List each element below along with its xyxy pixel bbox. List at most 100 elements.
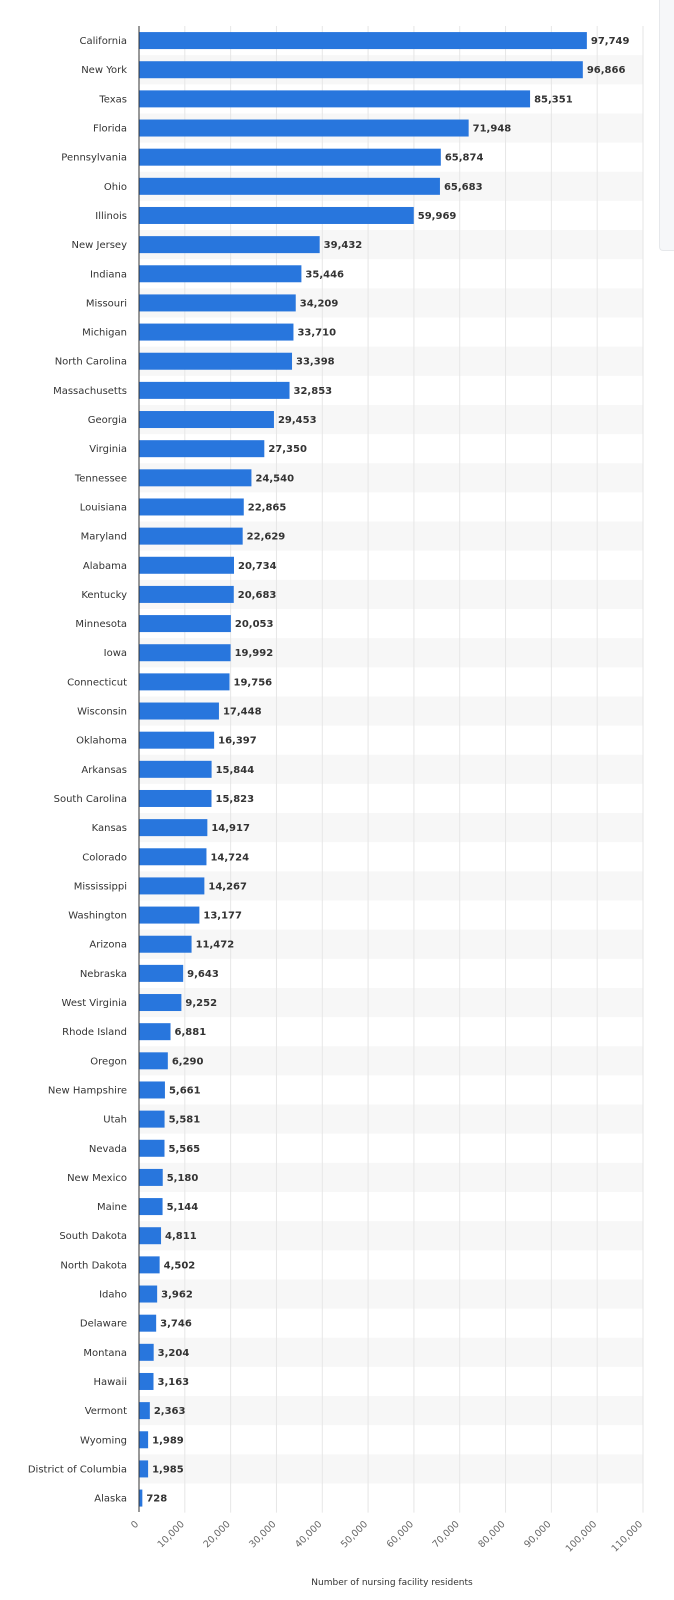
x-tick-label: 60,000 xyxy=(385,1519,416,1550)
bar[interactable] xyxy=(139,819,208,837)
bar[interactable] xyxy=(139,1431,149,1449)
row-stripe xyxy=(139,754,643,784)
bar[interactable] xyxy=(139,323,294,341)
bar[interactable] xyxy=(139,994,182,1012)
data-label: 14,267 xyxy=(208,881,247,892)
x-axis-title: Number of nursing facility residents xyxy=(311,1578,473,1588)
data-label: 3,962 xyxy=(161,1290,193,1301)
category-label: Montana xyxy=(83,1348,127,1359)
bar[interactable] xyxy=(139,352,293,370)
bar[interactable] xyxy=(139,1402,150,1420)
bar[interactable] xyxy=(139,469,252,487)
bar[interactable] xyxy=(139,90,531,108)
bar[interactable] xyxy=(139,294,296,312)
category-label: Nevada xyxy=(89,1144,127,1155)
bar[interactable] xyxy=(139,61,583,79)
bar[interactable] xyxy=(139,1343,154,1361)
bar[interactable] xyxy=(139,381,290,399)
bar[interactable] xyxy=(139,119,469,137)
category-label: Arizona xyxy=(89,940,127,951)
bar[interactable] xyxy=(139,1023,171,1041)
category-label: Oregon xyxy=(90,1056,127,1067)
data-label: 5,661 xyxy=(169,1085,201,1096)
category-label: Idaho xyxy=(99,1290,127,1301)
bar[interactable] xyxy=(139,1168,163,1186)
data-label: 24,540 xyxy=(255,473,294,484)
row-stripe xyxy=(139,1279,643,1309)
bar[interactable] xyxy=(139,1372,154,1390)
bar[interactable] xyxy=(139,702,219,720)
bar[interactable] xyxy=(139,1081,165,1099)
category-label: North Carolina xyxy=(55,357,127,368)
bar[interactable] xyxy=(139,1460,149,1478)
x-tick-label: 70,000 xyxy=(431,1519,462,1550)
data-label: 65,874 xyxy=(445,153,484,164)
bar[interactable] xyxy=(139,236,320,254)
bar[interactable] xyxy=(139,848,207,866)
category-label: Virginia xyxy=(89,444,127,455)
data-label: 17,448 xyxy=(223,707,262,718)
x-tick-label: 80,000 xyxy=(476,1519,507,1550)
data-label: 9,252 xyxy=(185,998,217,1009)
x-tick-label: 30,000 xyxy=(247,1519,278,1550)
bar[interactable] xyxy=(139,731,215,749)
bar[interactable] xyxy=(139,1110,165,1128)
category-label: Minnesota xyxy=(75,619,127,630)
side-panel-tab[interactable] xyxy=(659,0,674,251)
row-stripe xyxy=(139,1162,643,1192)
row-stripe xyxy=(139,1396,643,1426)
data-label: 19,756 xyxy=(234,677,273,688)
bar[interactable] xyxy=(139,644,231,662)
bar[interactable] xyxy=(139,1052,168,1070)
bar[interactable] xyxy=(139,673,230,691)
category-label: South Dakota xyxy=(59,1231,127,1242)
bar[interactable] xyxy=(139,411,274,429)
category-label: Kansas xyxy=(92,823,127,834)
data-label: 3,204 xyxy=(158,1348,190,1359)
data-label: 96,866 xyxy=(587,65,626,76)
row-stripe xyxy=(139,1046,643,1076)
category-label: Maine xyxy=(97,1202,127,1213)
category-label: New Jersey xyxy=(72,240,128,251)
bar[interactable] xyxy=(139,148,441,166)
data-label: 11,472 xyxy=(196,940,235,951)
data-label: 4,811 xyxy=(165,1231,197,1242)
bar[interactable] xyxy=(139,789,212,807)
data-label: 59,969 xyxy=(418,211,457,222)
bar[interactable] xyxy=(139,1285,158,1303)
bar[interactable] xyxy=(139,760,212,778)
category-label: Utah xyxy=(103,1115,127,1126)
bar[interactable] xyxy=(139,32,587,50)
bar[interactable] xyxy=(139,935,192,953)
bar[interactable] xyxy=(139,615,231,633)
category-labels: California New York Texas Florida Pennsylvan… xyxy=(28,36,128,1504)
bar[interactable] xyxy=(139,1314,157,1332)
x-tick-label: 10,000 xyxy=(156,1519,187,1550)
bar[interactable] xyxy=(139,964,184,982)
row-stripe xyxy=(139,1221,643,1251)
data-label: 5,144 xyxy=(167,1202,199,1213)
category-label: Nebraska xyxy=(80,969,127,980)
bar[interactable] xyxy=(139,1489,143,1507)
bar[interactable] xyxy=(139,498,244,516)
bar[interactable] xyxy=(139,585,234,603)
bar[interactable] xyxy=(139,556,234,574)
bar[interactable] xyxy=(139,1198,163,1216)
x-tick-label: 40,000 xyxy=(293,1519,324,1550)
x-tick-label: 100,000 xyxy=(564,1519,600,1555)
bar[interactable] xyxy=(139,877,205,895)
category-label: Delaware xyxy=(80,1319,127,1330)
bar[interactable] xyxy=(139,206,414,224)
bar[interactable] xyxy=(139,177,440,195)
bar[interactable] xyxy=(139,265,302,283)
data-label: 14,917 xyxy=(211,823,250,834)
bar[interactable] xyxy=(139,906,200,924)
bar[interactable] xyxy=(139,1227,162,1245)
bar[interactable] xyxy=(139,440,265,458)
data-label: 4,502 xyxy=(164,1260,196,1271)
category-label: Pennsylvania xyxy=(61,153,127,164)
bar[interactable] xyxy=(139,1139,165,1157)
data-label: 65,683 xyxy=(444,182,483,193)
bar[interactable] xyxy=(139,1256,160,1274)
bar[interactable] xyxy=(139,527,243,545)
